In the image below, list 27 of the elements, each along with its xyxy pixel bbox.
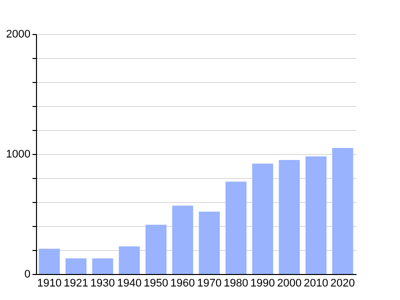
bar (252, 164, 274, 274)
x-tick-label: 2020 (330, 278, 355, 290)
bar (66, 258, 86, 274)
bar (172, 206, 194, 274)
bar (306, 156, 326, 274)
y-tick-label: 2000 (6, 28, 30, 40)
x-tick-label: 2000 (277, 278, 302, 290)
bar (118, 246, 140, 274)
bar (198, 212, 220, 274)
x-tick-label: 1910 (37, 278, 62, 290)
x-tick-label: 1960 (170, 278, 195, 290)
bar (146, 224, 166, 274)
x-tick-label: 1921 (64, 278, 88, 290)
x-tick-label: 1980 (224, 278, 248, 290)
x-tick-label: 1950 (144, 278, 168, 290)
bar (332, 148, 354, 274)
y-tick-label: 1000 (6, 148, 30, 160)
x-tick-label: 2010 (304, 278, 328, 290)
y-tick-label: 0 (24, 268, 30, 280)
x-tick-label: 1940 (117, 278, 142, 290)
bar (38, 248, 60, 274)
bar (92, 258, 114, 274)
bar (226, 182, 246, 274)
bar (278, 160, 300, 274)
x-tick-label: 1970 (197, 278, 222, 290)
x-tick-label: 1990 (250, 278, 275, 290)
x-tick-label: 1930 (90, 278, 115, 290)
